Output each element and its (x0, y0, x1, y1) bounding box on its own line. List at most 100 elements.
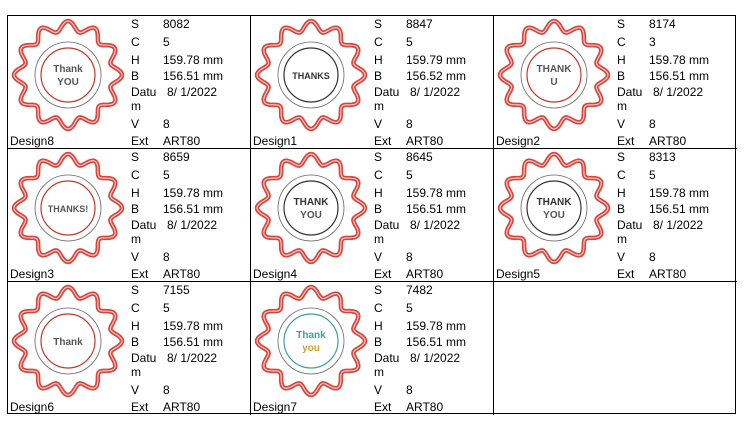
version-value: 8 (649, 250, 656, 264)
height-value: 159.79 mm (406, 53, 467, 67)
design-name: Design8 (10, 134, 55, 148)
colors-value: 5 (163, 301, 170, 315)
colors-label: C (131, 35, 140, 49)
inner-ring (283, 180, 339, 236)
ext-value: ART80 (649, 134, 687, 148)
thumb-text-1: THANKS (292, 71, 330, 81)
stitches-value: 8174 (649, 17, 676, 31)
stitches-value: 8847 (406, 17, 433, 31)
stitches-label: S (131, 17, 140, 31)
colors-label: C (374, 301, 383, 315)
colors-value: 3 (649, 35, 656, 49)
stitches-label: S (617, 17, 626, 31)
colors-value: 5 (406, 35, 413, 49)
date-label-wrap: m (131, 232, 141, 246)
ext-value: ART80 (649, 267, 687, 281)
width-label: B (374, 69, 383, 83)
design-card[interactable]: Thank Design6 S 7155 C 5 H 159.78 mm B 156.5… (8, 282, 251, 415)
width-label: B (617, 202, 626, 216)
design-card[interactable]: THANK U Design2 S 8174 C 3 H 159.78 mm B 156.… (494, 16, 737, 149)
height-label: H (617, 186, 626, 200)
outline-ring (520, 174, 588, 242)
ext-value: ART80 (406, 400, 444, 414)
design-card[interactable]: THANK YOU Design5 S 8313 C 5 H 159.78 mm B 15… (494, 149, 737, 282)
width-label: B (131, 202, 140, 216)
design-card[interactable]: Thank YOU Design8 S 8082 C 5 H 159.78 mm B 15… (8, 16, 251, 149)
date-value: 8/ 1/2022 (167, 85, 218, 99)
stitches-value: 7155 (163, 283, 190, 297)
version-value: 8 (649, 117, 656, 131)
ext-value: ART80 (406, 267, 444, 281)
design-card[interactable]: THANK YOU Design4 S 8645 C 5 H 159.78 mm B 15… (251, 149, 494, 282)
design-thumbnail: Thank (11, 284, 125, 398)
stitches-label: S (131, 150, 140, 164)
colors-value: 5 (163, 35, 170, 49)
ext-label: Ext (131, 400, 149, 414)
scallop-highlight (256, 153, 366, 263)
width-label: B (374, 335, 383, 349)
colors-value: 5 (163, 168, 170, 182)
version-label: V (374, 117, 383, 131)
design-thumbnail: THANKS (254, 18, 368, 132)
date-value: 8/ 1/2022 (167, 218, 218, 232)
version-value: 8 (163, 250, 170, 264)
width-label: B (131, 69, 140, 83)
design-card[interactable]: THANKS Design1 S 8847 C 5 H 159.79 mm B 156.… (251, 16, 494, 149)
scallop-highlight (13, 153, 123, 263)
outline-ring (34, 174, 102, 242)
ext-label: Ext (617, 134, 635, 148)
version-label: V (617, 117, 626, 131)
inner-ring (526, 47, 582, 103)
scallop-highlight (256, 20, 366, 130)
date-label-wrap: m (617, 232, 627, 246)
ext-label: Ext (374, 400, 392, 414)
colors-label: C (131, 168, 140, 182)
design-name: Design7 (253, 400, 298, 414)
thumb-text-1: Thank (296, 330, 326, 341)
outline-ring (34, 307, 102, 375)
height-value: 159.78 mm (406, 319, 467, 333)
outline-ring (34, 41, 102, 109)
design-name: Design4 (253, 267, 298, 281)
width-value: 156.51 mm (649, 69, 710, 83)
outline-ring (277, 41, 345, 109)
colors-value: 5 (649, 168, 656, 182)
width-value: 156.51 mm (163, 202, 224, 216)
ext-value: ART80 (163, 267, 201, 281)
design-thumbnail: THANK YOU (497, 151, 611, 265)
design-name: Design6 (10, 400, 55, 414)
design-thumbnail: THANKS! (11, 151, 125, 265)
inner-ring (283, 313, 339, 369)
outline-ring (520, 41, 588, 109)
scallop-highlight (499, 20, 609, 130)
design-thumbnail: Thank YOU (11, 18, 125, 132)
design-card[interactable]: Thank you Design7 S 7482 C 5 H 159.78 mm B 15… (251, 282, 494, 415)
stitches-value: 8645 (406, 150, 433, 164)
inner-ring (40, 313, 96, 369)
height-label: H (131, 319, 140, 333)
date-value: 8/ 1/2022 (167, 351, 218, 365)
inner-ring (526, 180, 582, 236)
date-label-wrap: m (374, 365, 384, 379)
date-label: Datu (374, 85, 400, 99)
width-value: 156.51 mm (406, 335, 467, 349)
scallop-highlight (13, 286, 123, 396)
date-label: Datu (131, 351, 157, 365)
version-value: 8 (406, 383, 413, 397)
design-card[interactable]: THANKS! Design3 S 8659 C 5 H 159.78 mm B 156… (8, 149, 251, 282)
design-name: Design1 (253, 134, 298, 148)
version-label: V (374, 250, 383, 264)
scallop-highlight (13, 20, 123, 130)
thumb-text-1: THANK (537, 64, 573, 75)
width-label: B (131, 335, 140, 349)
version-value: 8 (163, 117, 170, 131)
height-value: 159.78 mm (163, 186, 224, 200)
height-value: 159.78 mm (163, 53, 224, 67)
width-label: B (617, 69, 626, 83)
height-label: H (374, 186, 383, 200)
colors-label: C (374, 168, 383, 182)
date-value: 8/ 1/2022 (653, 85, 704, 99)
stitches-value: 7482 (406, 283, 433, 297)
design-name: Design3 (10, 267, 55, 281)
version-value: 8 (406, 250, 413, 264)
